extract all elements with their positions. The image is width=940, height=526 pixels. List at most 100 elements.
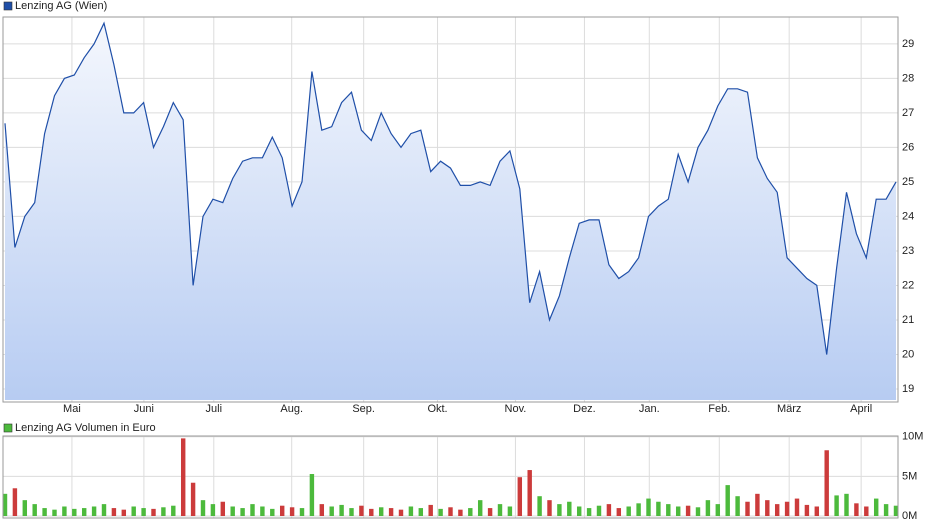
- volume-bar: [91, 506, 97, 516]
- volume-bar: [507, 506, 513, 516]
- volume-bar: [12, 488, 18, 516]
- volume-bar: [62, 506, 67, 516]
- volume-bar: [81, 508, 87, 516]
- volume-bar: [616, 508, 622, 516]
- y-tick-label: 21: [902, 314, 914, 326]
- volume-bar: [240, 508, 245, 516]
- volume-bar: [161, 507, 166, 516]
- volume-bar: [636, 503, 641, 516]
- plot-frame: [2, 435, 899, 519]
- y-tick-label: 5M: [902, 470, 917, 482]
- plot-background: [3, 436, 898, 518]
- price-line: [4, 21, 897, 355]
- volume-bar: [408, 506, 414, 516]
- volume-bar: [487, 508, 493, 516]
- volume-bar: [22, 500, 28, 516]
- volume-bar: [230, 506, 235, 516]
- volume-bar: [180, 438, 186, 516]
- volume-bar: [151, 508, 156, 516]
- legend-swatch: [3, 423, 13, 433]
- volume-bar: [675, 506, 681, 516]
- volume-bar: [270, 508, 275, 516]
- y-tick-label: 19: [902, 383, 914, 395]
- volume-bar: [854, 503, 859, 516]
- volume-bar: [557, 504, 562, 516]
- y-tick-label: 29: [902, 38, 914, 50]
- volume-bar: [735, 496, 740, 516]
- y-tick-label: 27: [902, 107, 914, 119]
- volume-bar: [497, 504, 503, 516]
- volume-bar: [834, 495, 839, 516]
- y-tick-label: 25: [902, 176, 914, 188]
- volume-bar: [289, 507, 295, 516]
- volume-bar: [517, 477, 523, 516]
- volume-bar: [319, 504, 325, 516]
- volume-bar: [666, 504, 671, 516]
- volume-bar: [715, 504, 721, 516]
- volume-bar: [171, 505, 176, 516]
- volume-bar: [378, 507, 384, 516]
- x-tick-label: Feb.: [708, 403, 730, 415]
- y-tick-label: 0M: [902, 510, 917, 522]
- volume-bar: [656, 501, 661, 516]
- volume-bar: [873, 498, 879, 516]
- y-tick-label: 28: [902, 72, 914, 84]
- volume-bar: [398, 509, 404, 516]
- volume-bar: [596, 505, 602, 516]
- volume-bar: [804, 504, 810, 516]
- volume-bar: [695, 507, 701, 516]
- volume-bar: [824, 450, 829, 516]
- volume-bar: [121, 509, 127, 516]
- volume-bar: [468, 508, 473, 516]
- volume-bar: [339, 504, 344, 516]
- x-tick-label: Nov.: [505, 403, 527, 415]
- volume-bar: [774, 504, 780, 516]
- volume-bar: [428, 504, 433, 516]
- x-tick-label: Jan.: [639, 403, 660, 415]
- x-tick-label: Juli: [206, 403, 223, 415]
- x-tick-label: Sep.: [352, 403, 375, 415]
- volume-bar: [626, 506, 631, 516]
- volume-bar: [537, 496, 542, 516]
- volume-bar: [210, 504, 216, 516]
- volume-bar: [814, 506, 820, 516]
- volume-bar: [141, 508, 146, 516]
- volume-bar: [844, 493, 849, 516]
- volume-bar: [101, 504, 107, 516]
- volume-bar: [685, 505, 691, 516]
- volume-bar: [576, 506, 582, 516]
- volume-bar: [359, 505, 364, 516]
- volume-bar: [705, 500, 711, 516]
- volume-bar: [646, 498, 651, 516]
- volume-bar: [369, 508, 374, 516]
- volume-bar: [418, 508, 424, 516]
- volume-bar: [329, 506, 334, 516]
- volume-bar: [388, 508, 394, 516]
- volume-bar: [279, 505, 285, 516]
- volume-bar: [190, 482, 196, 516]
- x-tick-label: Aug.: [280, 403, 303, 415]
- y-tick-label: 20: [902, 348, 914, 360]
- y-tick-label: 23: [902, 245, 914, 257]
- x-tick-label: April: [850, 403, 872, 415]
- y-tick-label: 10M: [902, 431, 923, 443]
- x-tick-label: Dez.: [573, 403, 596, 415]
- volume-bar: [893, 505, 899, 516]
- volume-bar: [32, 504, 37, 516]
- volume-bar: [883, 504, 889, 516]
- volume-bar: [606, 504, 612, 516]
- volume-bar: [784, 501, 790, 516]
- volume-bar: [299, 508, 305, 516]
- volume-bar: [755, 493, 760, 516]
- volume-bar: [448, 507, 453, 516]
- y-tick-label: 26: [902, 141, 914, 153]
- volume-bar: [725, 485, 730, 516]
- volume-bar: [567, 501, 572, 516]
- volume-bar: [52, 509, 57, 516]
- volume-bar: [220, 501, 226, 516]
- volume-bar: [586, 508, 592, 516]
- legend-label: Lenzing AG (Wien): [15, 0, 107, 12]
- volume-bar: [309, 474, 315, 516]
- x-tick-label: März: [777, 403, 801, 415]
